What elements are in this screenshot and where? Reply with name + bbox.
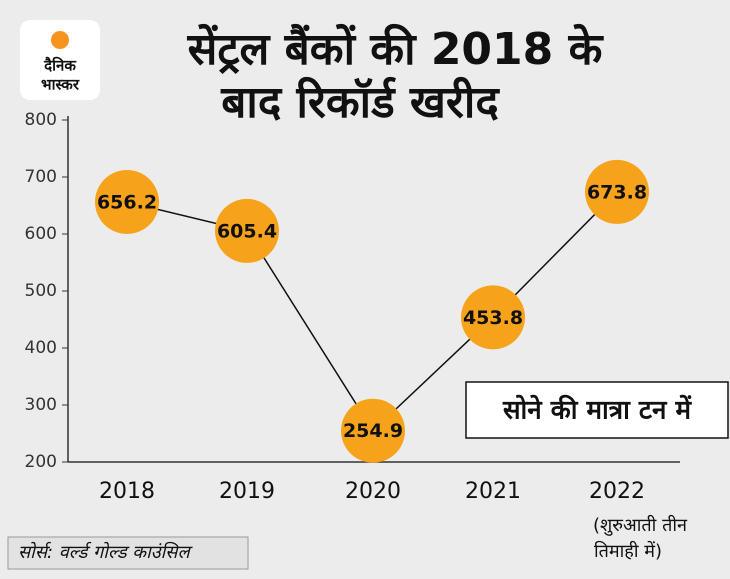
point: [461, 285, 525, 350]
logo-box: [20, 20, 100, 100]
value-label: 605.4: [217, 220, 277, 242]
value-label: 254.9: [343, 420, 403, 442]
annotation: तिमाही में): [594, 540, 662, 562]
chart-title: बाद रिकॉर्ड खरीद: [220, 76, 500, 128]
source: सोर्स: वर्ल्ड गोल्ड काउंसिल: [18, 541, 193, 563]
x-tick-label: 2022: [589, 479, 645, 504]
point: [341, 398, 405, 463]
y-tick-label: 800: [25, 110, 57, 130]
y-tick-label: 300: [25, 395, 57, 415]
x-tick-label: 2020: [345, 479, 401, 504]
y-tick-label: 400: [25, 338, 57, 358]
logo-text: भास्कर: [41, 76, 80, 94]
value-label: 453.8: [463, 307, 523, 329]
point: [95, 169, 159, 234]
unit-label: सोने की मात्रा टन में: [502, 395, 693, 426]
x-tick-label: 2019: [219, 479, 275, 504]
y-tick-label: 700: [25, 167, 57, 187]
source-box: [7, 536, 249, 570]
logo-sun: [51, 31, 69, 49]
point: [585, 159, 649, 224]
y-tick-label: 200: [25, 452, 57, 472]
x-tick-label: 2021: [465, 479, 521, 504]
y-tick-label: 600: [25, 224, 57, 244]
unit-box: [465, 381, 729, 439]
point: [215, 198, 279, 263]
logo-text: दैनिक: [43, 57, 77, 75]
y-tick-label: 500: [25, 281, 57, 301]
value-label: 656.2: [97, 191, 157, 213]
chart-title: सेंट्रल बैंकों की 2018 के: [187, 23, 605, 75]
value-label: 673.8: [587, 181, 647, 203]
annotation: (शुरुआती तीन: [593, 514, 688, 536]
x-tick-label: 2018: [99, 479, 155, 504]
